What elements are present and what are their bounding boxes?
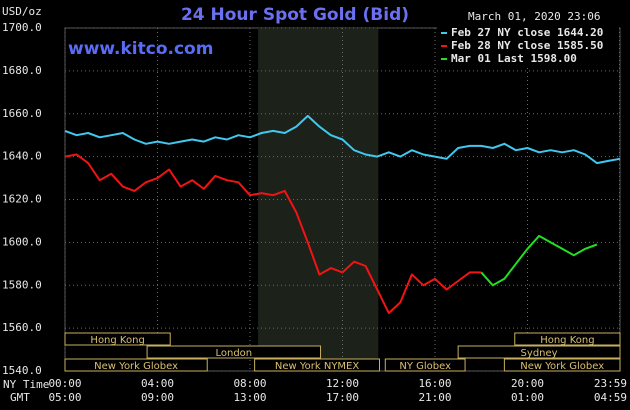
- x-tick-label: 12:00: [326, 377, 359, 390]
- session-label: New York Globex: [94, 361, 178, 372]
- y-tick-label: 1680.0: [2, 64, 42, 77]
- x-tick-label-gmt: 05:00: [48, 391, 81, 404]
- x-tick-label: 08:00: [233, 377, 266, 390]
- session-bar: [146, 345, 322, 359]
- y-tick-label: 1620.0: [2, 193, 42, 206]
- series-line: [64, 153, 482, 315]
- x-tick-label-gmt: 17:00: [326, 391, 359, 404]
- y-tick-label: 1600.0: [2, 235, 42, 248]
- y-tick-label: 1660.0: [2, 107, 42, 120]
- x-row-label: NY Time: [3, 378, 49, 391]
- timestamp: March 01, 2020 23:06: [468, 10, 600, 23]
- x-tick-label-gmt: 04:59: [594, 391, 627, 404]
- y-tick-label: 1640.0: [2, 150, 42, 163]
- series-line: [480, 234, 598, 287]
- x-tick-label-gmt: 01:00: [511, 391, 544, 404]
- y-tick-label: 1700.0: [2, 21, 42, 34]
- session-bar: [514, 332, 621, 346]
- chart-title: 24 Hour Spot Gold (Bid): [181, 5, 409, 25]
- legend-label: Feb 28 NY close 1585.50: [451, 39, 603, 52]
- x-tick-label: 00:00: [48, 377, 81, 390]
- x-row-label: GMT: [10, 391, 30, 404]
- x-tick-label-gmt: 21:00: [418, 391, 451, 404]
- session-label: NY Globex: [399, 361, 451, 372]
- session-label: Hong Kong: [90, 335, 144, 346]
- x-tick-label-gmt: 09:00: [141, 391, 174, 404]
- y-tick-label: 1560.0: [2, 321, 42, 334]
- shaded-range: [258, 28, 379, 371]
- legend-label: Feb 27 NY close 1644.20: [451, 26, 603, 39]
- x-tick-label-gmt: 13:00: [233, 391, 266, 404]
- session-bar: [503, 358, 621, 372]
- session-label: New York Globex: [520, 361, 604, 372]
- unit-label: USD/oz: [2, 5, 42, 18]
- y-tick-label: 1580.0: [2, 278, 42, 291]
- legend-box: [437, 26, 619, 67]
- session-label: London: [215, 348, 252, 359]
- session-label: New York NYMEX: [275, 361, 360, 372]
- session-bar: [64, 358, 208, 372]
- series-line: [64, 114, 621, 165]
- x-tick-label: 23:59: [594, 377, 627, 390]
- session-bar: [457, 345, 621, 359]
- session-bar: [254, 358, 380, 372]
- session-label: Hong Kong: [540, 335, 594, 346]
- website: www.kitco.com: [68, 39, 213, 59]
- x-tick-label: 20:00: [511, 377, 544, 390]
- session-bar: [64, 332, 171, 346]
- legend-label: Mar 01 Last 1598.00: [451, 52, 577, 65]
- session-bar: [384, 358, 466, 372]
- y-tick-label: 1540.0: [2, 364, 42, 377]
- session-label: Sydney: [521, 348, 558, 359]
- x-tick-label: 16:00: [418, 377, 451, 390]
- x-tick-label: 04:00: [141, 377, 174, 390]
